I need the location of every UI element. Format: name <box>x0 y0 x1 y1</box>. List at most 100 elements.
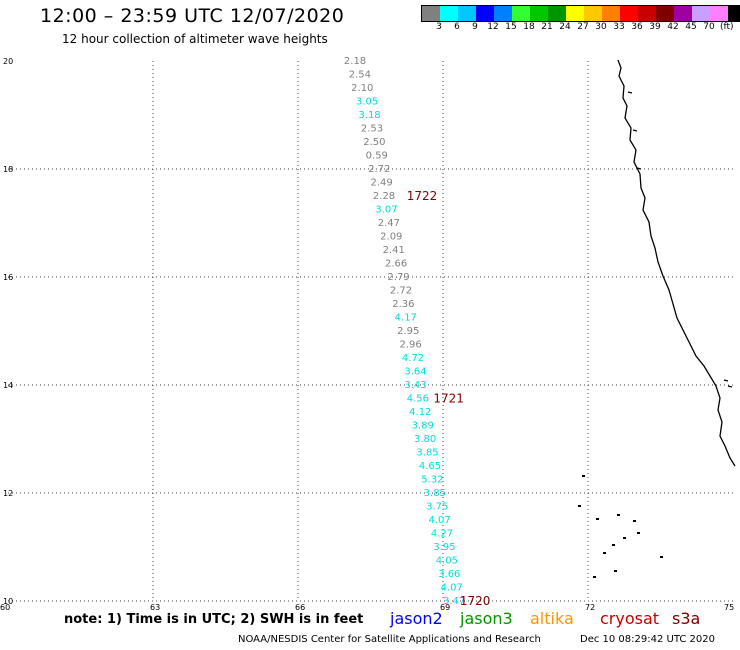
wave-height-reading: 2.09 <box>380 232 402 243</box>
legend-swatch <box>656 6 674 21</box>
satellite-label-jason3: jason3 <box>460 609 513 628</box>
map-subtitle: 12 hour collection of altimeter wave hei… <box>62 32 328 46</box>
pass-id-label: 1721 <box>433 392 464 406</box>
wave-height-reading: 3.85 <box>424 488 446 499</box>
legend-tick-label: 3 <box>436 22 442 32</box>
legend-tick-label: 27 <box>577 22 589 32</box>
legend-swatch <box>476 6 494 21</box>
legend-swatch <box>422 6 440 21</box>
wave-height-reading: 4.17 <box>395 313 417 324</box>
legend-swatch <box>728 6 740 21</box>
wave-height-reading: 3.75 <box>426 502 448 513</box>
wave-height-reading: 3.18 <box>358 110 380 121</box>
generated-timestamp: Dec 10 08:29:42 UTC 2020 <box>580 634 715 645</box>
lat-tick-label: 14 <box>3 381 13 390</box>
legend-swatch <box>512 6 530 21</box>
credit-line: NOAA/NESDIS Center for Satellite Applica… <box>238 634 541 645</box>
legend-swatch <box>530 6 548 21</box>
legend-swatch <box>584 6 602 21</box>
island-marker <box>617 514 620 516</box>
wave-height-reading: 4.12 <box>409 407 431 418</box>
coast-detail <box>632 129 638 132</box>
color-scale-legend <box>421 5 740 22</box>
coastline <box>617 59 736 467</box>
legend-swatch <box>692 6 710 21</box>
wave-height-reading: 2.18 <box>344 56 366 67</box>
coast-detail <box>727 385 733 388</box>
wave-height-reading: 2.79 <box>387 272 409 283</box>
lon-tick-label: 75 <box>724 603 734 610</box>
legend-tick-label: 70 <box>703 22 715 32</box>
wave-height-reading: 4.72 <box>402 353 424 364</box>
wave-height-reading: 4.07 <box>441 583 463 594</box>
footer-note: note: 1) Time is in UTC; 2) SWH is in fe… <box>64 612 364 627</box>
island-marker <box>612 544 615 546</box>
satellite-label-cryosat: cryosat <box>600 609 660 628</box>
lat-tick-label: 10 <box>3 597 13 606</box>
wave-height-reading: 4.56 <box>407 394 429 405</box>
wave-height-reading: 4.65 <box>419 461 441 472</box>
legend-tick-label: 21 <box>541 22 553 32</box>
legend-tick-label: 12 <box>487 22 499 32</box>
legend-tick-label: 9 <box>472 22 478 32</box>
legend-tick-label: 6 <box>454 22 460 32</box>
island-marker <box>660 556 663 558</box>
wave-height-reading: 2.72 <box>368 164 390 175</box>
wave-height-reading: 3.05 <box>356 97 378 108</box>
lat-tick-label: 16 <box>3 273 13 282</box>
pass-id-label: 1722 <box>407 189 438 203</box>
legend-tick-label: 33 <box>613 22 625 32</box>
legend-tick-label: 30 <box>595 22 607 32</box>
legend-swatch <box>458 6 476 21</box>
wave-height-reading: 2.95 <box>397 326 419 337</box>
island-marker <box>633 520 636 522</box>
legend-swatch <box>638 6 656 21</box>
island-marker <box>593 576 596 578</box>
lon-tick-label: 72 <box>585 603 595 610</box>
island-marker <box>637 532 640 534</box>
lon-tick-label: 63 <box>150 603 160 610</box>
legend-swatch <box>494 6 512 21</box>
wave-height-reading: 3.85 <box>416 448 438 459</box>
legend-swatch <box>548 6 566 21</box>
wave-height-reading: 2.53 <box>361 124 383 135</box>
wave-height-reading: 5.32 <box>421 475 443 486</box>
pass-id-label: 1720 <box>460 594 491 608</box>
legend-tick-label: 36 <box>631 22 643 32</box>
coast-detail <box>627 91 633 94</box>
wave-height-reading: 3.89 <box>412 421 434 432</box>
coast-detail <box>636 167 642 170</box>
wave-height-reading: 3.66 <box>438 569 460 580</box>
color-scale-labels: 3 6 9 12 15 18 21 24 27 30 33 36 39 42 45 70 <box>421 22 740 34</box>
wave-height-reading: 3.80 <box>414 434 436 445</box>
legend-swatch <box>440 6 458 21</box>
satellite-label-jason2: jason2 <box>390 609 443 628</box>
legend-tick-label: 15 <box>505 22 517 32</box>
wave-height-reading: 4.54 <box>445 610 467 611</box>
legend-tick-label: 39 <box>649 22 661 32</box>
legend-tick-label: 24 <box>559 22 571 32</box>
wave-height-reading: 2.10 <box>351 83 373 94</box>
wave-height-reading: 4.27 <box>431 529 453 540</box>
wave-height-reading: 2.54 <box>349 70 371 81</box>
legend-swatch <box>710 6 728 21</box>
wave-height-reading: 4.07 <box>429 515 451 526</box>
legend-tick-label: 18 <box>523 22 535 32</box>
lat-tick-label: 18 <box>3 165 13 174</box>
lon-tick-label: 66 <box>295 603 305 610</box>
wave-height-reading: 0.59 <box>366 151 388 162</box>
wave-height-reading: 2.96 <box>400 340 422 351</box>
wave-height-reading: 2.36 <box>392 299 414 310</box>
island-marker <box>623 537 626 539</box>
wave-height-reading: 3.95 <box>433 542 455 553</box>
wave-height-reading: 2.72 <box>390 286 412 297</box>
lon-tick-label: 60 <box>0 603 10 610</box>
legend-swatch <box>674 6 692 21</box>
wave-height-reading: 2.50 <box>363 137 385 148</box>
wave-height-reading: 4.05 <box>436 556 458 567</box>
wave-height-reading: 3.47 <box>443 596 465 607</box>
wave-height-reading: 2.41 <box>383 245 405 256</box>
legend-swatch <box>602 6 620 21</box>
satellite-label-s3a: s3a <box>672 609 701 628</box>
